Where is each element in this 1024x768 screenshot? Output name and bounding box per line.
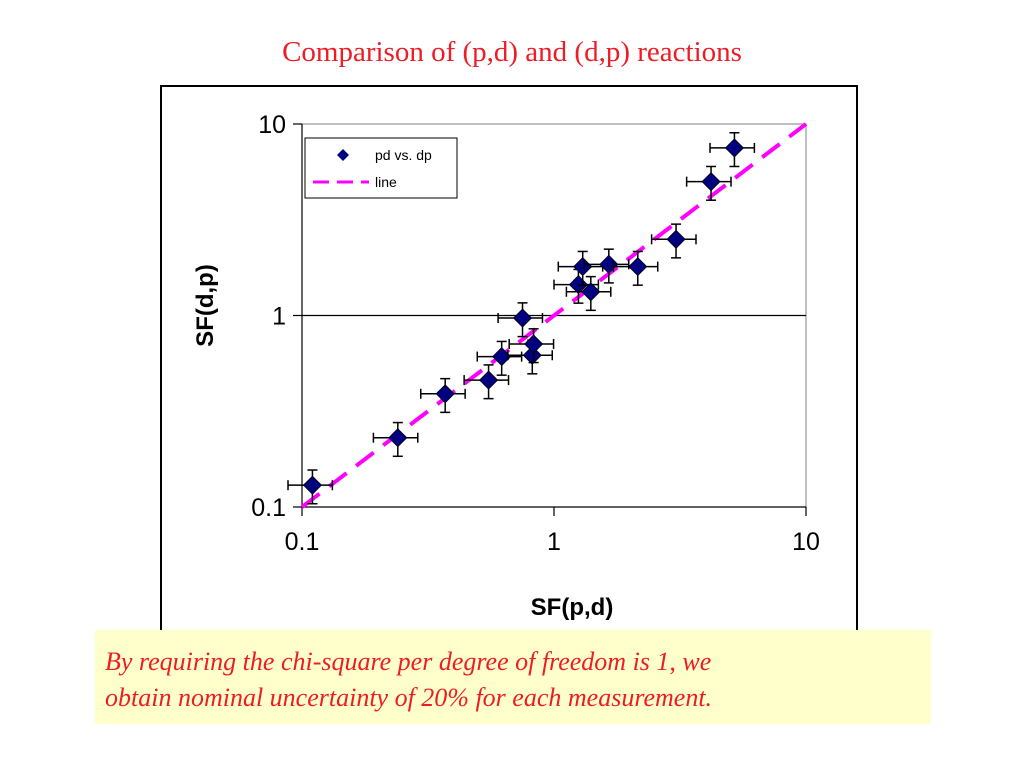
- y-tick-label: 10: [258, 111, 286, 139]
- y-axis-label: SF(d,p): [192, 264, 219, 347]
- data-point: [372, 421, 419, 458]
- diamond-marker: [524, 334, 544, 354]
- y-tick-label: 1: [272, 303, 286, 331]
- data-point: [565, 275, 612, 312]
- x-tick-label: 1: [547, 528, 561, 556]
- diamond-marker: [388, 428, 408, 448]
- data-point: [507, 339, 553, 375]
- diamond-marker: [512, 308, 533, 328]
- diamond-marker: [479, 370, 499, 390]
- data-point: [612, 250, 659, 286]
- series-line: [300, 122, 808, 509]
- x-axis-label: SF(p,d): [531, 594, 614, 621]
- legend-box: [304, 137, 458, 199]
- data-point: [685, 165, 732, 201]
- legend-label-series: pd vs. dp: [375, 147, 432, 163]
- x-tick-label: 0.1: [285, 528, 320, 556]
- caption-line-2: obtain nominal uncertainty of 20% for ea…: [105, 683, 713, 712]
- diamond-marker: [581, 282, 601, 302]
- data-point: [463, 364, 510, 400]
- data-point: [497, 302, 544, 338]
- diamond-marker: [302, 475, 322, 495]
- data-point: [508, 328, 555, 364]
- data-point: [583, 248, 630, 284]
- slide-title: Comparison of (p,d) and (d,p) reactions: [282, 36, 742, 68]
- diamond-marker: [701, 172, 721, 192]
- data-point: [420, 377, 466, 414]
- data-point: [650, 223, 697, 259]
- data-point: [557, 250, 604, 286]
- diamond-marker: [666, 229, 686, 249]
- diamond-marker: [724, 138, 744, 158]
- diamond-marker: [522, 345, 542, 365]
- data-point: [709, 132, 756, 168]
- diamond-marker: [628, 257, 648, 277]
- scatter-chart: 0.1 1 10 0.1 1 10 SF(p,d) SF(d,p) pd vs. dp line: [192, 111, 820, 621]
- x-tick-label: 10: [792, 528, 820, 556]
- y-tick-label: 0.1: [251, 494, 286, 522]
- legend-marker-diamond: [337, 149, 349, 161]
- legend-label-line: line: [375, 174, 397, 190]
- data-point: [476, 340, 523, 376]
- chart-frame: 0.1 1 10 0.1 1 10 SF(p,d) SF(d,p) pd vs. dp line: [160, 85, 858, 685]
- caption-box: By requiring the chi-square per degree o…: [95, 630, 931, 724]
- data-point: [287, 469, 334, 505]
- diamond-marker: [435, 384, 455, 404]
- caption-line-1: By requiring the chi-square per degree o…: [105, 647, 712, 676]
